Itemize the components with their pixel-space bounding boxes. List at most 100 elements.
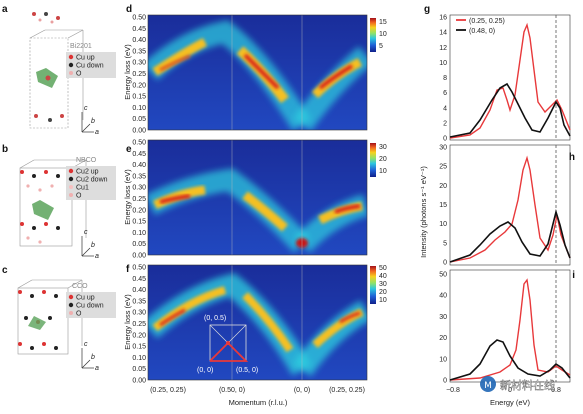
ytick-i-0: 50 bbox=[439, 272, 447, 279]
ytick-h-2: 20 bbox=[439, 183, 447, 190]
cbar-f-3: 30 bbox=[379, 281, 387, 288]
ytick-d-10: 0.00 bbox=[132, 128, 146, 135]
ytick-d-9: 0.05 bbox=[132, 116, 146, 123]
axis-a-b: a bbox=[95, 253, 99, 260]
panel-i: i −0.8 0 0.8 Energy (eV) bbox=[446, 269, 575, 407]
ytick-e-7: 0.15 bbox=[132, 219, 146, 226]
cbar-d-2: 10 bbox=[379, 31, 387, 38]
ytick-e-6: 0.20 bbox=[132, 207, 146, 214]
axis-b-b: b bbox=[91, 242, 95, 249]
map-d-frame bbox=[147, 14, 368, 131]
xtick-e-2: 0 bbox=[508, 387, 512, 394]
legend-a-swatch-2 bbox=[68, 62, 74, 68]
panel-h-label: h bbox=[569, 152, 575, 163]
ytick-i-4: 10 bbox=[439, 356, 447, 363]
ytick-d-1: 0.45 bbox=[132, 26, 146, 33]
legend-b-item-1: Cu2 up bbox=[76, 169, 99, 176]
legend-c-item-1: Cu up bbox=[76, 295, 95, 302]
ytick-d-5: 0.25 bbox=[132, 71, 146, 78]
colorbar-f bbox=[370, 266, 376, 304]
ytick-g-3: 10 bbox=[439, 60, 447, 67]
axis-a-c: a bbox=[95, 365, 99, 372]
panel-i-label: i bbox=[572, 270, 575, 281]
cbar-f-2: 40 bbox=[379, 273, 387, 280]
ytick-f-5: 0.25 bbox=[132, 321, 146, 328]
ytick-h-4: 10 bbox=[439, 221, 447, 228]
legend-b-item-4: O bbox=[76, 193, 82, 200]
legend-a-item-3: O bbox=[76, 71, 82, 78]
panel-b-label: b bbox=[2, 144, 8, 155]
ytick-d-2: 0.40 bbox=[132, 37, 146, 44]
svg-text:M: M bbox=[484, 381, 492, 391]
watermark-text: 新材料在线 bbox=[500, 378, 555, 392]
ytick-g-7: 2 bbox=[443, 120, 447, 127]
legend-g-item-1: (0.25, 0.25) bbox=[469, 18, 505, 25]
axis-c-a: c bbox=[84, 105, 88, 112]
xtick-m-1: (0.25, 0.25) bbox=[150, 387, 186, 394]
ytick-d-6: 0.20 bbox=[132, 82, 146, 89]
ytick-d-0: 0.50 bbox=[132, 15, 146, 22]
panel-d-ylabel: Energy loss (eV) bbox=[123, 44, 132, 100]
ytick-e-10: 0.00 bbox=[132, 253, 146, 260]
panel-c-label: c bbox=[2, 265, 8, 276]
panel-c: c CCO Cu up Cu down O c b a bbox=[2, 265, 116, 372]
panel-e-ylabel: Energy loss (eV) bbox=[123, 169, 132, 225]
axis-a-a: a bbox=[95, 129, 99, 136]
ytick-i-5: 0 bbox=[443, 378, 447, 385]
ytick-g-6: 4 bbox=[443, 105, 447, 112]
xtick-e-3: 0.8 bbox=[551, 387, 561, 394]
ytick-h-0: 30 bbox=[439, 145, 447, 152]
ytick-e-8: 0.10 bbox=[132, 230, 146, 237]
panel-g: g (0.25, 0.25) (0.48, 0) bbox=[424, 4, 571, 141]
energy-xlabel: Energy (eV) bbox=[490, 398, 531, 407]
legend-b-swatch-1 bbox=[68, 168, 74, 174]
panel-b: b NBCO Cu2 up Cu2 down Cu1 O c b a bbox=[2, 144, 116, 260]
material-c: CCO bbox=[72, 283, 88, 290]
map-e-frame bbox=[147, 139, 368, 256]
ytick-d-8: 0.10 bbox=[132, 105, 146, 112]
ytick-e-1: 0.45 bbox=[132, 151, 146, 158]
panel-f-label: f bbox=[126, 264, 130, 275]
legend-b-swatch-3 bbox=[69, 185, 73, 189]
panel-g-label: g bbox=[424, 4, 430, 15]
bz-label-br: (0.5, 0) bbox=[236, 367, 258, 374]
legend-c-swatch-3 bbox=[69, 311, 73, 315]
legend-a-item-1: Cu up bbox=[76, 55, 95, 62]
ytick-d-7: 0.15 bbox=[132, 94, 146, 101]
ytick-h-6: 0 bbox=[443, 260, 447, 267]
ytick-e-2: 0.40 bbox=[132, 162, 146, 169]
panel-f-ylabel: Energy loss (eV) bbox=[123, 294, 132, 350]
cbar-e-3: 10 bbox=[379, 168, 387, 175]
xtick-m-2: (0.50, 0) bbox=[219, 387, 245, 394]
ytick-d-3: 0.35 bbox=[132, 48, 146, 55]
panel-d-label: d bbox=[126, 4, 132, 15]
axis-c-c: c bbox=[84, 341, 88, 348]
ytick-g-2: 12 bbox=[439, 45, 447, 52]
bz-label-bl: (0, 0) bbox=[197, 367, 213, 374]
legend-a-item-2: Cu down bbox=[76, 63, 104, 70]
panel-e-label: e bbox=[126, 144, 132, 155]
ytick-e-5: 0.25 bbox=[132, 196, 146, 203]
spectrum-g-frame bbox=[449, 14, 571, 141]
spectrum-h-black bbox=[449, 209, 571, 263]
ytick-g-1: 14 bbox=[439, 30, 447, 37]
legend-a-swatch-3 bbox=[69, 71, 73, 75]
panel-h: h bbox=[449, 144, 575, 266]
xtick-m-4: (0.25, 0.25) bbox=[329, 387, 365, 394]
legend-b-swatch-2 bbox=[68, 176, 74, 182]
legend-c-item-2: Cu down bbox=[76, 303, 104, 310]
panel-a-label: a bbox=[2, 4, 8, 15]
ytick-h-5: 5 bbox=[443, 240, 447, 247]
ytick-f-2: 0.40 bbox=[132, 287, 146, 294]
ytick-g-4: 8 bbox=[443, 75, 447, 82]
legend-c-box bbox=[66, 292, 116, 318]
cbar-d-3: 5 bbox=[379, 43, 383, 50]
spectrum-i-frame bbox=[449, 269, 571, 383]
ytick-g-8: 0 bbox=[443, 136, 447, 143]
bz-label-top: (0, 0.5) bbox=[204, 315, 226, 322]
legend-c-swatch-2 bbox=[68, 302, 74, 308]
ytick-i-3: 20 bbox=[439, 335, 447, 342]
map-e-dispersion bbox=[148, 168, 367, 253]
